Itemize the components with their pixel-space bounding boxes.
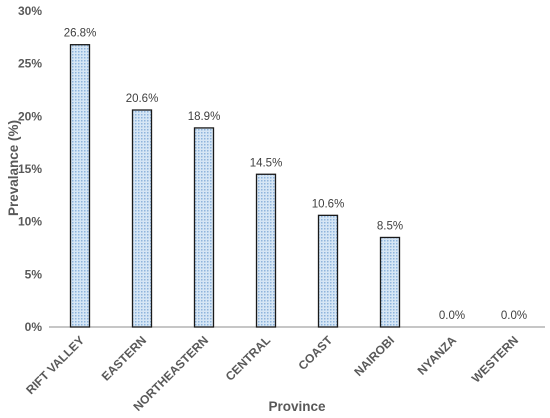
bar <box>317 214 339 328</box>
data-label: 0.0% <box>439 310 465 322</box>
bar <box>131 109 153 328</box>
data-label: 26.8% <box>64 28 97 40</box>
x-tick-label: WESTERN <box>469 333 521 385</box>
x-axis-title: Province <box>268 399 326 414</box>
y-tick-label: 25% <box>18 57 42 71</box>
y-axis-ticks: 0% 5% 10% 15% 20% 25% 30% <box>18 4 42 334</box>
x-tick-label: COAST <box>296 333 336 373</box>
y-tick-label: 10% <box>18 215 42 229</box>
y-tick-label: 5% <box>25 267 43 281</box>
x-tick-label: RIFT VALLEY <box>23 333 87 397</box>
bars <box>69 44 401 328</box>
bar <box>193 127 215 328</box>
x-tick-label: EASTERN <box>99 333 149 383</box>
data-label: 20.6% <box>126 93 159 105</box>
x-tick-label: NAIROBI <box>351 333 397 379</box>
y-tick-label: 15% <box>18 162 42 176</box>
y-axis-title: Prevalance (%) <box>6 120 21 216</box>
bar <box>255 173 277 328</box>
data-label: 8.5% <box>377 220 403 232</box>
x-tick-label: CENTRAL <box>223 333 273 383</box>
data-label: 18.9% <box>188 111 221 123</box>
x-tick-label: NYANZA <box>415 333 460 378</box>
data-label: 14.5% <box>250 157 283 169</box>
y-tick-label: 30% <box>18 4 42 18</box>
data-label: 10.6% <box>312 198 345 210</box>
data-labels: 26.8% 20.6% 18.9% 14.5% 10.6% 8.5% 0.0% 0.0% <box>64 28 527 322</box>
y-tick-label: 0% <box>25 320 43 334</box>
bar <box>69 44 91 328</box>
data-label: 0.0% <box>501 310 527 322</box>
y-tick-label: 20% <box>18 109 42 123</box>
bar <box>379 236 401 328</box>
